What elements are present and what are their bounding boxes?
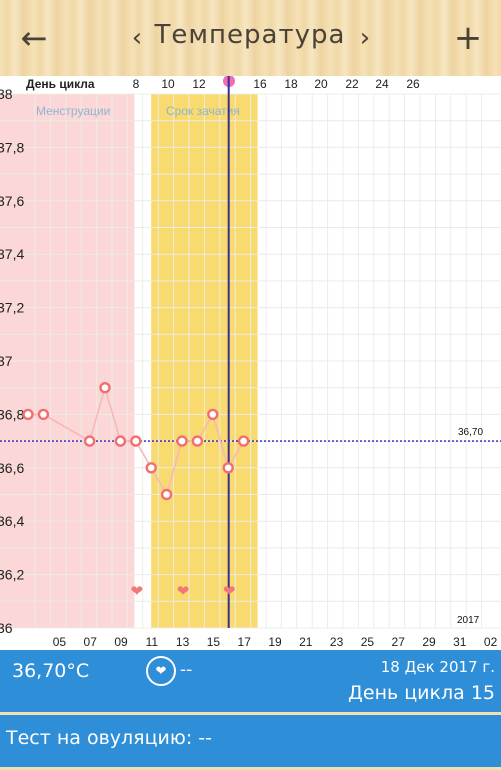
temperature-point xyxy=(160,488,173,501)
conception-label: Срок зачатия xyxy=(166,104,240,118)
add-plus-icon[interactable]: + xyxy=(453,18,483,58)
top-app-bar: ← ‹ Температура › + xyxy=(0,0,501,76)
cycle-day-tick: 20 xyxy=(314,77,328,91)
cycle-day-tick: 16 xyxy=(253,77,267,91)
cycle-day-tick: 18 xyxy=(284,77,298,91)
x-tick-label: 23 xyxy=(330,635,344,649)
menstruation-label: Менструации xyxy=(36,104,110,118)
y-tick-label: 36,8 xyxy=(0,406,24,422)
x-tick-label: 21 xyxy=(299,635,313,649)
x-tick-label: 07 xyxy=(84,635,98,649)
temperature-point xyxy=(222,462,234,474)
x-tick-label: 31 xyxy=(453,635,467,649)
divider xyxy=(0,712,501,715)
temperature-value[interactable]: 36,70°C xyxy=(12,660,90,682)
y-tick-label: 36,6 xyxy=(0,460,24,476)
x-tick-label: 17 xyxy=(238,635,252,649)
y-tick-label: 38 xyxy=(0,86,13,102)
x-tick-label: 27 xyxy=(392,635,406,649)
temperature-point xyxy=(207,408,219,421)
x-tick-label: 11 xyxy=(146,635,159,649)
cycle-day-tick: 24 xyxy=(375,77,389,91)
divider xyxy=(0,767,501,770)
cycle-day-tick: 12 xyxy=(192,77,206,91)
x-tick-label: 25 xyxy=(361,635,375,649)
status-bar: 36,70°C ❤ -- 18 Дек 2017 г. День цикла 1… xyxy=(0,650,501,712)
x-tick-label: 02 xyxy=(484,635,498,649)
temperature-point xyxy=(130,435,142,447)
temperature-point xyxy=(83,435,96,447)
ovulation-test-label: Тест на овуляцию: -- xyxy=(6,727,213,749)
y-tick-label: 37,6 xyxy=(0,193,24,209)
temperature-point xyxy=(237,435,250,447)
y-tick-label: 36,2 xyxy=(0,567,24,583)
y-tick-label: 37,2 xyxy=(0,300,24,316)
temperature-point xyxy=(37,408,50,421)
cycle-day-header: День цикла xyxy=(26,77,95,91)
temperature-point xyxy=(191,435,204,447)
next-chevron-icon[interactable]: › xyxy=(359,23,371,53)
x-tick-label: 15 xyxy=(207,635,221,649)
cycle-day-label: День цикла 15 xyxy=(348,682,495,704)
y-tick-label: 36,4 xyxy=(0,513,24,529)
cycle-day-tick: 8 xyxy=(133,77,140,91)
x-tick-label: 29 xyxy=(422,635,436,649)
temperature-point xyxy=(99,382,111,394)
chart-canvas[interactable]: Менструации Срок зачатия День цикла 8 10 12 16… xyxy=(0,76,501,650)
x-tick-label: 09 xyxy=(114,635,128,649)
y-tick-label: 37,4 xyxy=(0,246,24,262)
y-tick-label: 37,8 xyxy=(0,139,24,155)
cycle-day-tick: 22 xyxy=(345,77,359,91)
temperature-point xyxy=(22,408,34,421)
x-tick-label: 05 xyxy=(53,635,67,649)
heart-value: -- xyxy=(180,660,193,680)
back-arrow-icon[interactable]: ← xyxy=(20,19,48,57)
coverline-label: 36,70 xyxy=(458,427,483,438)
y-tick-label: 36 xyxy=(0,620,13,636)
temperature-point xyxy=(114,435,127,447)
x-tick-label: 19 xyxy=(268,635,282,649)
cycle-day-tick: 26 xyxy=(406,77,420,91)
cycle-day-tick: 10 xyxy=(161,77,175,91)
screen-title: Температура xyxy=(154,20,346,50)
heart-marker: ❤ xyxy=(131,582,144,600)
y-tick-label: 37 xyxy=(0,353,13,369)
temperature-point xyxy=(176,435,188,447)
temperature-chart[interactable]: Менструации Срок зачатия День цикла 8 10 12 16… xyxy=(0,76,501,650)
temperature-point xyxy=(145,462,157,474)
heart-icon[interactable]: ❤ xyxy=(146,656,176,686)
heart-marker: ❤ xyxy=(177,582,190,600)
year-label: 2017 xyxy=(457,615,480,626)
ovulation-test-row[interactable]: Тест на овуляцию: -- xyxy=(0,715,501,767)
selected-date: 18 Дек 2017 г. xyxy=(380,658,495,676)
x-tick-label: 13 xyxy=(176,635,190,649)
heart-marker: ❤ xyxy=(223,582,236,600)
prev-chevron-icon[interactable]: ‹ xyxy=(131,23,143,53)
